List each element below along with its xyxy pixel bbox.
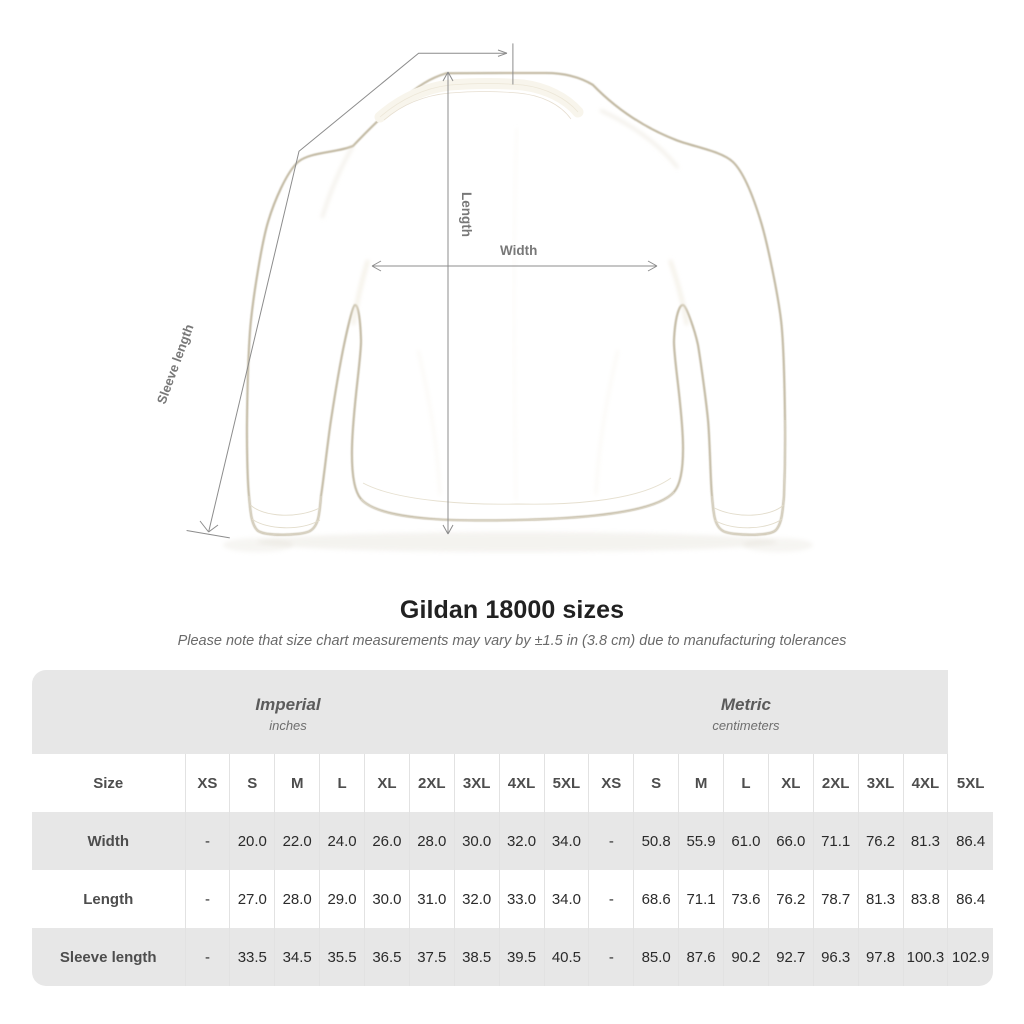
svg-text:Length: Length: [459, 192, 474, 237]
svg-text:Sleeve length: Sleeve length: [154, 322, 197, 406]
svg-text:Width: Width: [500, 243, 537, 258]
